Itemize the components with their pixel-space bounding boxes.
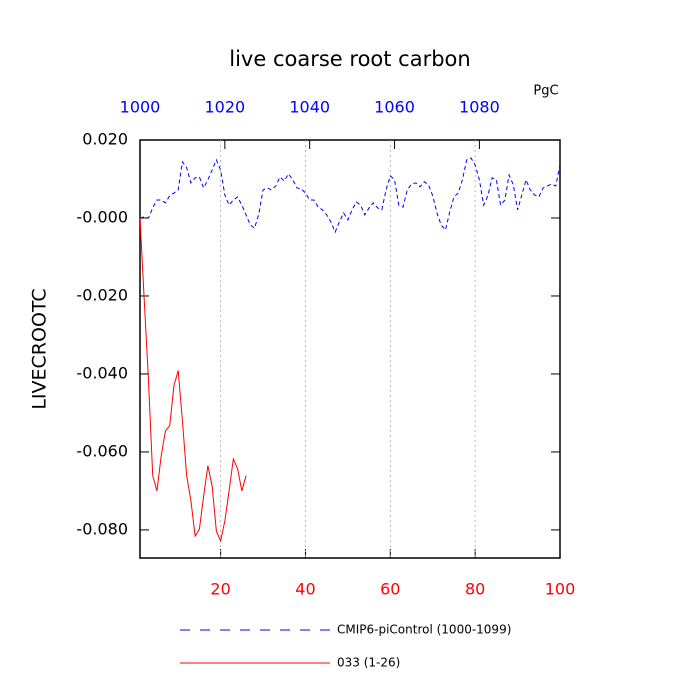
x2-tick-label: 1000 — [120, 98, 161, 117]
y-axis-label: LIVECROOTC — [29, 288, 51, 409]
y-tick-label: -0.040 — [76, 363, 128, 382]
series-line — [139, 217, 247, 543]
y-tick-label: 0.020 — [82, 130, 128, 149]
x-tick-label: 100 — [545, 580, 576, 599]
plot-frame — [139, 139, 561, 559]
x2-tick-label: 1060 — [374, 98, 415, 117]
legend-label: CMIP6-piControl (1000-1099) — [337, 623, 511, 637]
y-tick-label: -0.060 — [76, 441, 128, 460]
units-label: PgC — [533, 84, 558, 99]
legend-label: 033 (1-26) — [337, 656, 400, 670]
x-tick-label: 40 — [295, 580, 315, 599]
x2-tick-label: 1040 — [289, 98, 330, 117]
y-tick-label: -0.000 — [76, 207, 128, 226]
x-tick-label: 80 — [465, 580, 485, 599]
x-tick-label: 60 — [380, 580, 400, 599]
x2-tick-label: 1080 — [459, 98, 500, 117]
x2-tick-label: 1020 — [204, 98, 245, 117]
x-tick-label: 20 — [210, 580, 230, 599]
y-tick-label: -0.020 — [76, 285, 128, 304]
series-line — [139, 157, 561, 234]
y-tick-label: -0.080 — [76, 519, 128, 538]
chart-title: live coarse root carbon — [229, 47, 470, 71]
